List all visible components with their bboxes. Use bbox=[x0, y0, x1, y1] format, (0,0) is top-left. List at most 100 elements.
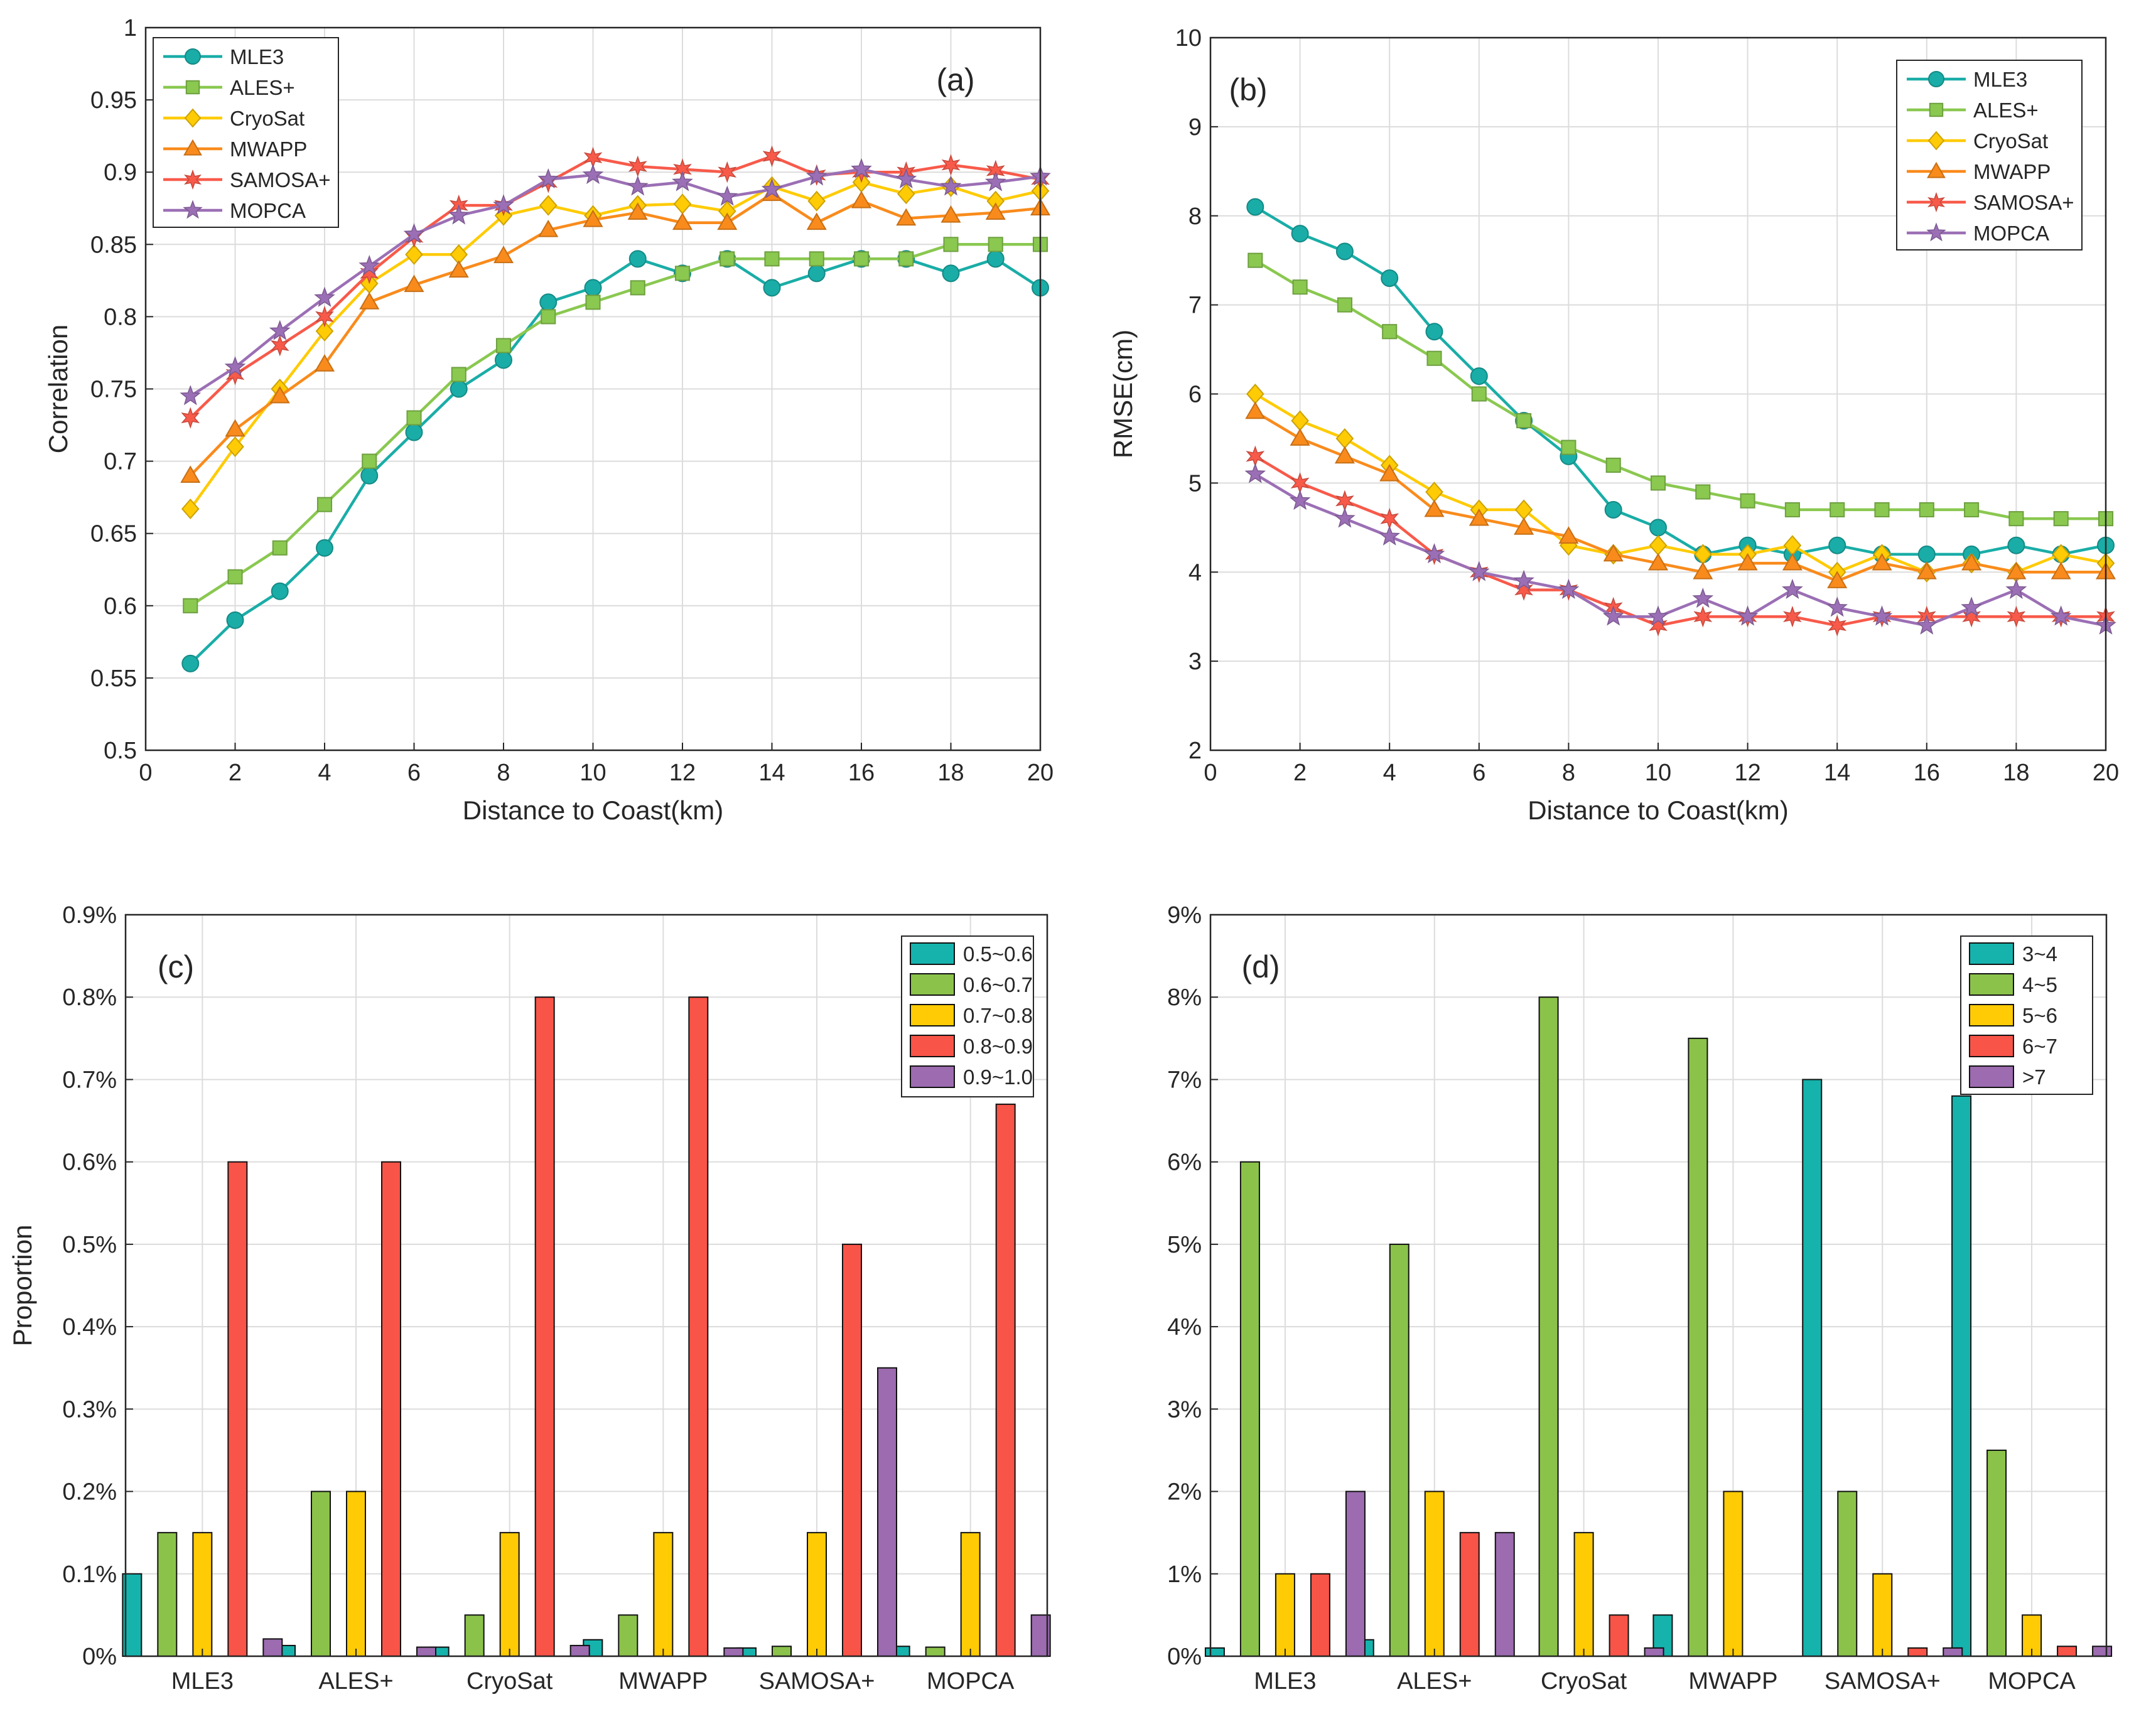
panel-label: (a) bbox=[936, 62, 974, 97]
legend-swatch bbox=[910, 973, 955, 996]
y-axis-label: Proportion bbox=[8, 1225, 37, 1347]
data-point bbox=[1647, 552, 1669, 571]
data-point bbox=[537, 168, 559, 189]
data-point bbox=[269, 385, 290, 404]
data-point bbox=[448, 204, 470, 225]
x-tick-label: 8 bbox=[497, 760, 510, 786]
data-point bbox=[314, 354, 335, 372]
data-point bbox=[582, 164, 604, 185]
data-point bbox=[1245, 401, 1266, 419]
data-point bbox=[940, 175, 962, 196]
y-tick-label: 0.55 bbox=[90, 666, 137, 692]
legend-marker bbox=[1929, 102, 1944, 117]
legend-swatch bbox=[910, 942, 955, 965]
y-tick-label: 0.95 bbox=[90, 87, 137, 114]
data-point bbox=[1291, 225, 1309, 243]
bar-series-3 bbox=[1310, 1532, 2078, 1657]
data-point bbox=[1872, 552, 1892, 571]
data-point bbox=[1737, 605, 1759, 626]
data-point bbox=[493, 245, 514, 264]
y-tick-label: 4 bbox=[1188, 559, 1202, 586]
x-tick-label: 12 bbox=[669, 760, 696, 786]
x-tick-label: 6 bbox=[1472, 760, 1485, 786]
data-point bbox=[761, 178, 783, 199]
legend-swatch bbox=[910, 1035, 955, 1057]
legend-item: ALES+ bbox=[1907, 99, 2039, 122]
legend-item: >7 bbox=[1969, 1065, 2046, 1089]
legend-marker bbox=[185, 80, 200, 95]
data-point bbox=[807, 264, 826, 283]
data-point bbox=[1425, 323, 1443, 341]
y-tick-label: 1 bbox=[124, 15, 137, 41]
legend: 0.5~0.6 0.6~0.7 0.7~0.8 0.8~0.9 0.9~1.0 bbox=[901, 935, 1034, 1097]
legend-label: 4~5 bbox=[2022, 973, 2057, 996]
data-point bbox=[1783, 605, 1802, 628]
series-line bbox=[1254, 455, 2106, 627]
legend-item: 0.5~0.6 bbox=[910, 942, 1033, 966]
x-tick-label: 0 bbox=[1204, 760, 1217, 786]
data-point bbox=[1737, 552, 1758, 571]
y-tick-label: 0.8 bbox=[104, 304, 137, 330]
data-point bbox=[495, 338, 512, 353]
data-point bbox=[584, 279, 602, 297]
data-point bbox=[985, 202, 1006, 220]
y-tick-label: 5% bbox=[1167, 1232, 1202, 1258]
bar-chart-c: MLE3 ALES+ CryoSat MWAPP SAMOSA+ MOPCA 0% 0.1% 0… bbox=[8, 902, 1051, 1695]
x-tick-label: 18 bbox=[2003, 760, 2029, 786]
data-point bbox=[1379, 463, 1400, 482]
data-point bbox=[672, 171, 693, 191]
legend-marker bbox=[185, 48, 201, 65]
data-point bbox=[2008, 511, 2024, 527]
bar bbox=[2092, 1646, 2113, 1657]
data-point bbox=[1693, 605, 1713, 628]
legend-marker bbox=[1926, 222, 1946, 242]
data-point bbox=[1782, 552, 1803, 571]
data-point bbox=[405, 244, 423, 265]
data-point bbox=[227, 569, 243, 585]
data-point bbox=[898, 251, 914, 267]
bar-chart-d: MLE3 ALES+ CryoSat MWAPP SAMOSA+ MOPCA 0% 1% 2% 3… bbox=[1167, 902, 2113, 1695]
data-point bbox=[495, 351, 512, 369]
bar bbox=[1275, 1573, 1295, 1657]
bar bbox=[1723, 1490, 1744, 1657]
data-point bbox=[360, 466, 379, 485]
legend-box bbox=[1896, 60, 2083, 251]
bar bbox=[1573, 1532, 1594, 1657]
panel-label: (c) bbox=[158, 949, 194, 984]
y-tick-label: 0.85 bbox=[90, 232, 137, 258]
data-point bbox=[627, 175, 649, 196]
legend-label: SAMOSA+ bbox=[1973, 191, 2074, 214]
legend: MLE3 ALES+ CryoSat MWAPP SAMOSA+ MOPCA bbox=[1896, 60, 2083, 251]
data-point bbox=[2051, 561, 2071, 579]
data-point bbox=[1379, 525, 1401, 546]
series-line bbox=[189, 154, 1041, 419]
legend-label: SAMOSA+ bbox=[230, 168, 330, 191]
y-tick-label: 0.75 bbox=[90, 377, 137, 403]
bar-series-1 bbox=[1239, 996, 2007, 1657]
data-point bbox=[583, 209, 603, 227]
y-tick-label: 6% bbox=[1167, 1150, 1202, 1176]
bar bbox=[772, 1646, 792, 1657]
legend-label: >7 bbox=[2022, 1065, 2046, 1089]
legend-label: 6~7 bbox=[2022, 1035, 2057, 1058]
legend-label: ALES+ bbox=[1973, 99, 2039, 122]
y-tick-label: 0.2% bbox=[62, 1479, 117, 1506]
data-point bbox=[1692, 588, 1714, 608]
series-line bbox=[189, 192, 1041, 477]
data-point bbox=[1827, 571, 1848, 588]
category-label: SAMOSA+ bbox=[1825, 1668, 1941, 1695]
legend-item: MOPCA bbox=[163, 199, 306, 222]
y-tick-label: 5 bbox=[1188, 470, 1202, 497]
data-point bbox=[270, 335, 289, 357]
data-point bbox=[807, 190, 826, 212]
data-point bbox=[1740, 493, 1755, 509]
data-point bbox=[1916, 614, 1938, 635]
y-tick-label: 10 bbox=[1175, 25, 1202, 51]
y-tick-label: 7 bbox=[1188, 293, 1202, 319]
bar bbox=[381, 1161, 401, 1657]
bar bbox=[1837, 1490, 1858, 1657]
bar bbox=[569, 1644, 590, 1657]
data-point bbox=[181, 654, 200, 672]
legend-label: MWAPP bbox=[230, 137, 307, 161]
